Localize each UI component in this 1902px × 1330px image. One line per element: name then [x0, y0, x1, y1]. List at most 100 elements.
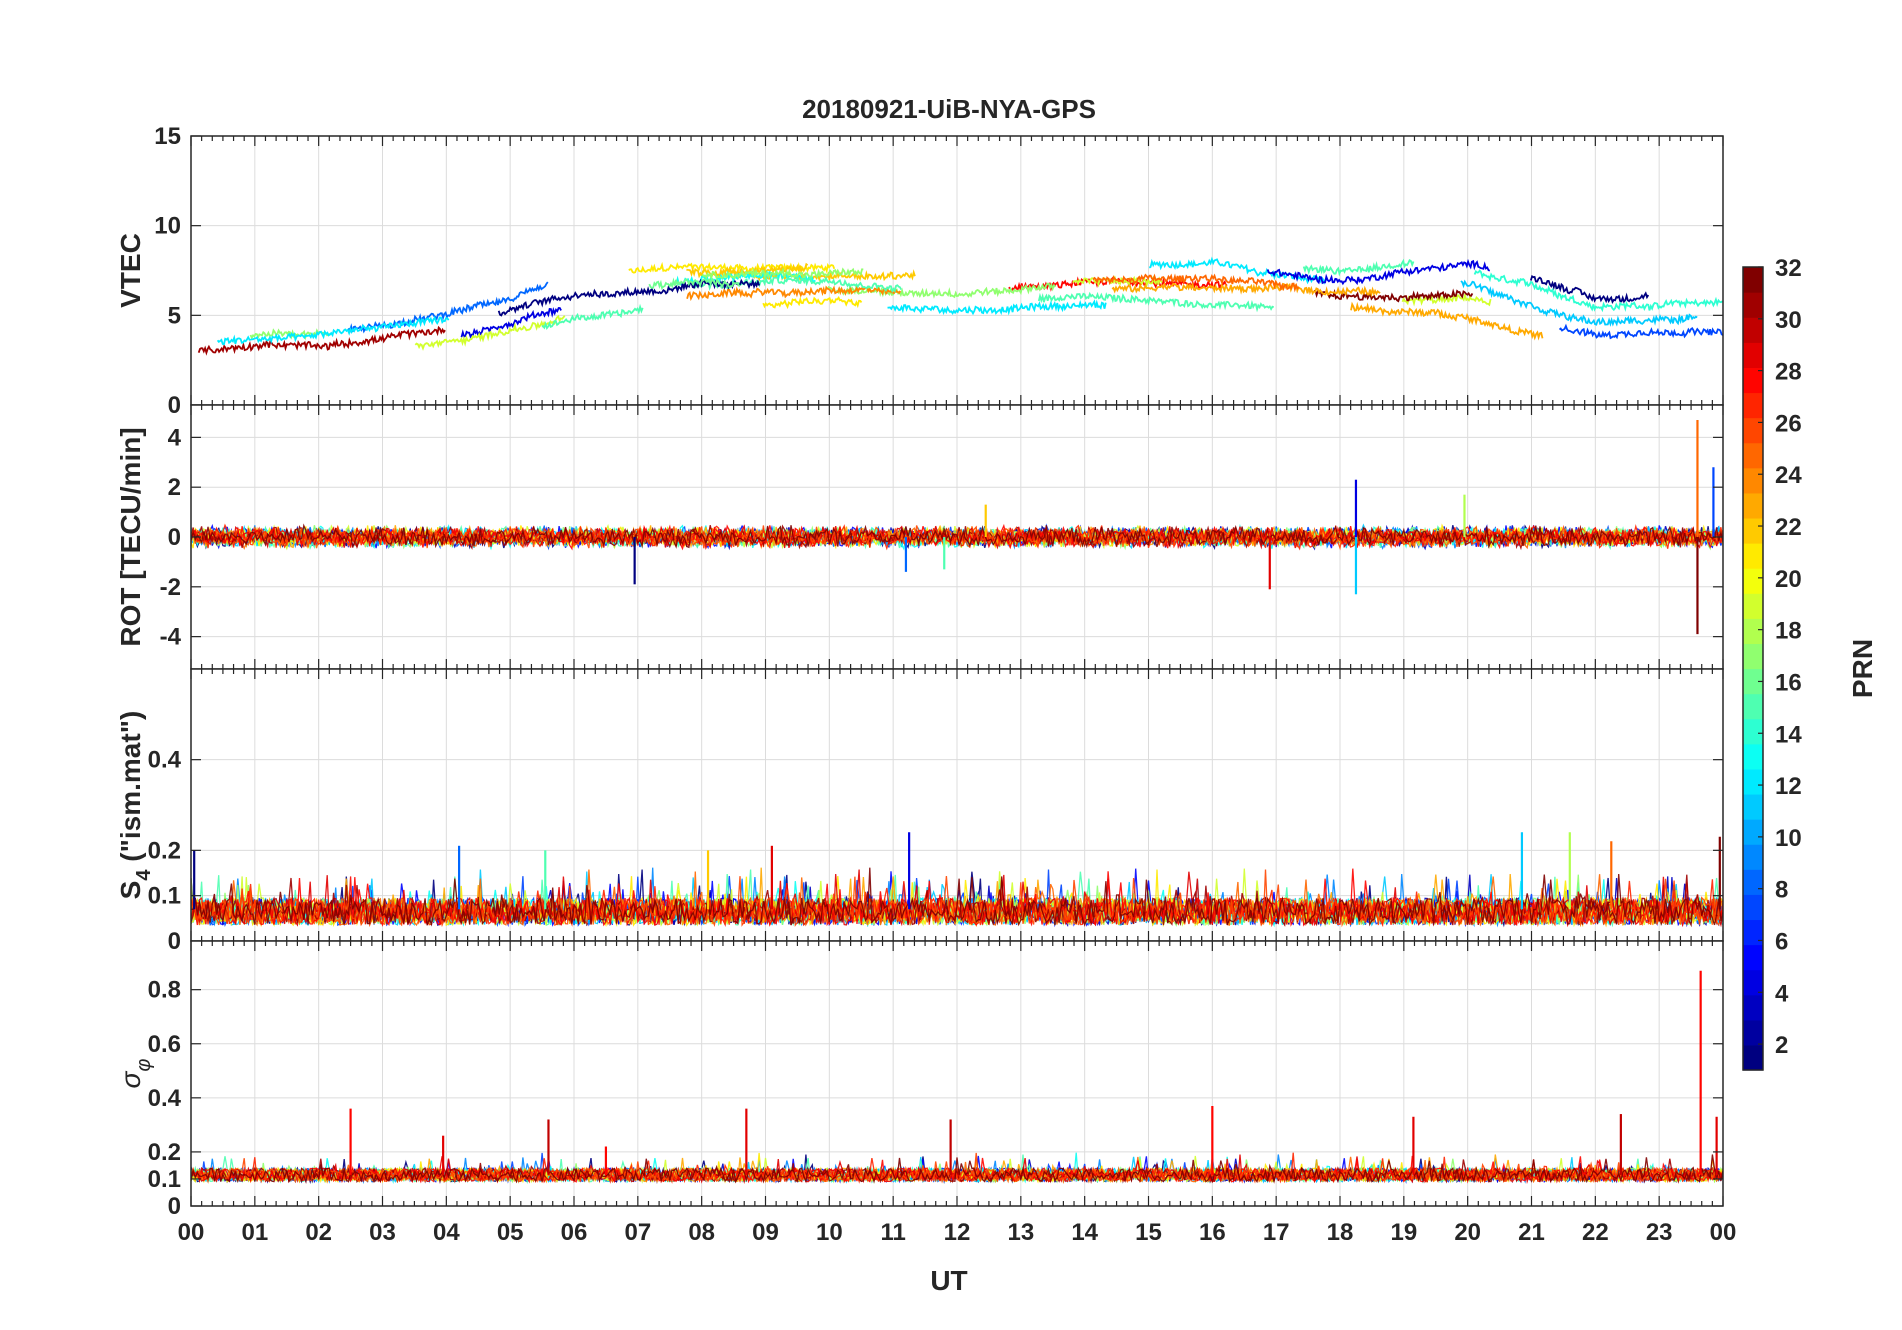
- x-tick-label: 00: [178, 1219, 205, 1246]
- x-tick-label: 06: [561, 1219, 588, 1246]
- y-tick-label: 15: [154, 123, 181, 150]
- colorbar-swatch: [1743, 568, 1763, 594]
- colorbar-swatch: [1743, 593, 1763, 619]
- y-tick-label: 0.2: [148, 837, 181, 864]
- series-line-prn: [191, 524, 1723, 551]
- y-tick-label: 0.8: [148, 977, 181, 1004]
- x-tick-label: 20: [1454, 1219, 1481, 1246]
- y-axis-label-sub: φ: [133, 1059, 155, 1072]
- y-tick-label: -4: [160, 624, 182, 651]
- x-tick-label: 10: [816, 1219, 843, 1246]
- x-tick-label: 16: [1199, 1219, 1226, 1246]
- colorbar-tick-label: 8: [1775, 877, 1788, 904]
- x-tick-label: 08: [688, 1219, 715, 1246]
- x-tick-label: 11: [880, 1219, 905, 1246]
- vtec-series-line: [1558, 323, 1723, 340]
- y-tick-label: 2: [168, 474, 181, 501]
- colorbar-swatch: [1743, 969, 1763, 996]
- colorbar-tick-label: 12: [1775, 773, 1802, 800]
- vtec-series-line: [686, 284, 902, 302]
- colorbar-swatch: [1743, 1019, 1763, 1046]
- colorbar-tick-label: 22: [1775, 514, 1802, 541]
- colorbar-swatch: [1743, 543, 1763, 569]
- x-tick-label: 19: [1390, 1219, 1417, 1246]
- y-tick-label: 4: [168, 424, 182, 451]
- colorbar-swatch: [1743, 492, 1763, 519]
- colorbar-tick-label: 14: [1775, 721, 1802, 748]
- colorbar-swatch: [1743, 894, 1763, 921]
- vtec-series-line: [1350, 301, 1544, 341]
- x-tick-label: 07: [624, 1219, 651, 1246]
- y-tick-label: 0: [168, 392, 181, 419]
- panel-1: 0 5 10 15 VTEC: [115, 123, 1724, 419]
- colorbar-swatch: [1743, 292, 1763, 318]
- colorbar-swatch: [1743, 618, 1763, 645]
- colorbar-swatch: [1743, 944, 1763, 971]
- colorbar-tick-label: 6: [1775, 928, 1788, 955]
- vtec-series-line: [216, 315, 450, 346]
- x-tick-label: 15: [1135, 1219, 1162, 1246]
- y-tick-label: 0.1: [148, 1166, 181, 1193]
- colorbar-tick-label: 4: [1775, 980, 1789, 1007]
- y-tick-label: 0.4: [148, 1085, 182, 1112]
- vtec-series-line: [541, 303, 644, 331]
- y-axis-label: σφ: [115, 1059, 155, 1089]
- x-tick-label: 14: [1071, 1219, 1098, 1246]
- x-axis-label: UT: [930, 1265, 967, 1296]
- x-tick-label: 01: [241, 1219, 268, 1246]
- colorbar-swatch: [1743, 668, 1763, 695]
- y-axis-label-main: S: [115, 881, 146, 900]
- colorbar-tick-label: 16: [1775, 669, 1802, 696]
- colorbar-swatch: [1743, 367, 1763, 394]
- panel-3: 0 0.1 0.2 0.4 S4 ("ism.mat"): [115, 668, 1724, 955]
- series-group: [191, 419, 1723, 635]
- y-tick-label: 10: [154, 213, 181, 240]
- vtec-series-line: [762, 295, 863, 310]
- y-axis-label-sub: 4: [133, 869, 155, 881]
- series-line-prn: [191, 1154, 1723, 1185]
- x-tick-label: 22: [1582, 1219, 1609, 1246]
- chart-title: 20180921-UiB-NYA-GPS: [802, 94, 1096, 124]
- colorbar-swatch: [1743, 844, 1763, 870]
- colorbar-swatch: [1743, 467, 1763, 494]
- colorbar-tick-label: 28: [1775, 359, 1802, 386]
- y-axis-label-rest: ("ism.mat"): [115, 711, 146, 870]
- colorbar-swatch: [1743, 768, 1763, 795]
- y-tick-label: -2: [160, 574, 181, 601]
- vtec-series-line: [197, 325, 446, 356]
- colorbar-tick-label: 24: [1775, 462, 1802, 489]
- x-tick-label: 17: [1263, 1219, 1290, 1246]
- vtec-series-line: [1460, 279, 1698, 327]
- y-tick-label: 0.2: [148, 1139, 181, 1166]
- colorbar-tick-label: 32: [1775, 255, 1802, 282]
- y-tick-label: 0.1: [148, 883, 181, 910]
- series-line-prn: [191, 523, 1723, 549]
- y-tick-label: 0.4: [148, 747, 182, 774]
- series-line-prn: [191, 1152, 1723, 1184]
- vtec-series-line: [1473, 269, 1723, 313]
- colorbar-tick-label: 10: [1775, 825, 1802, 852]
- x-tick-label: 21: [1518, 1219, 1545, 1246]
- colorbar-swatch: [1743, 643, 1763, 670]
- vtec-series-line: [1111, 281, 1381, 298]
- series-group: [197, 256, 1723, 356]
- vtec-series-line: [414, 314, 566, 351]
- series-line-prn: [191, 867, 1723, 928]
- vtec-series-line: [1037, 291, 1274, 313]
- vtec-series-line: [701, 267, 864, 282]
- panel-2: -4 -2 0 2 4 ROT [TECU/min]: [115, 404, 1724, 670]
- vtec-series-line: [1302, 258, 1415, 277]
- vtec-series-line: [827, 282, 1057, 299]
- x-tick-label: 09: [752, 1219, 779, 1246]
- y-tick-label: 5: [168, 302, 181, 329]
- y-tick-label: 0: [168, 928, 181, 955]
- vtec-series-line: [1092, 273, 1300, 293]
- colorbar-tick-label: 26: [1775, 410, 1802, 437]
- x-tick-label: 03: [369, 1219, 396, 1246]
- y-tick-label: 0: [168, 1193, 181, 1220]
- colorbar-swatch: [1743, 693, 1763, 720]
- colorbar-swatch: [1743, 919, 1763, 946]
- colorbar-tick-label: 30: [1775, 307, 1802, 334]
